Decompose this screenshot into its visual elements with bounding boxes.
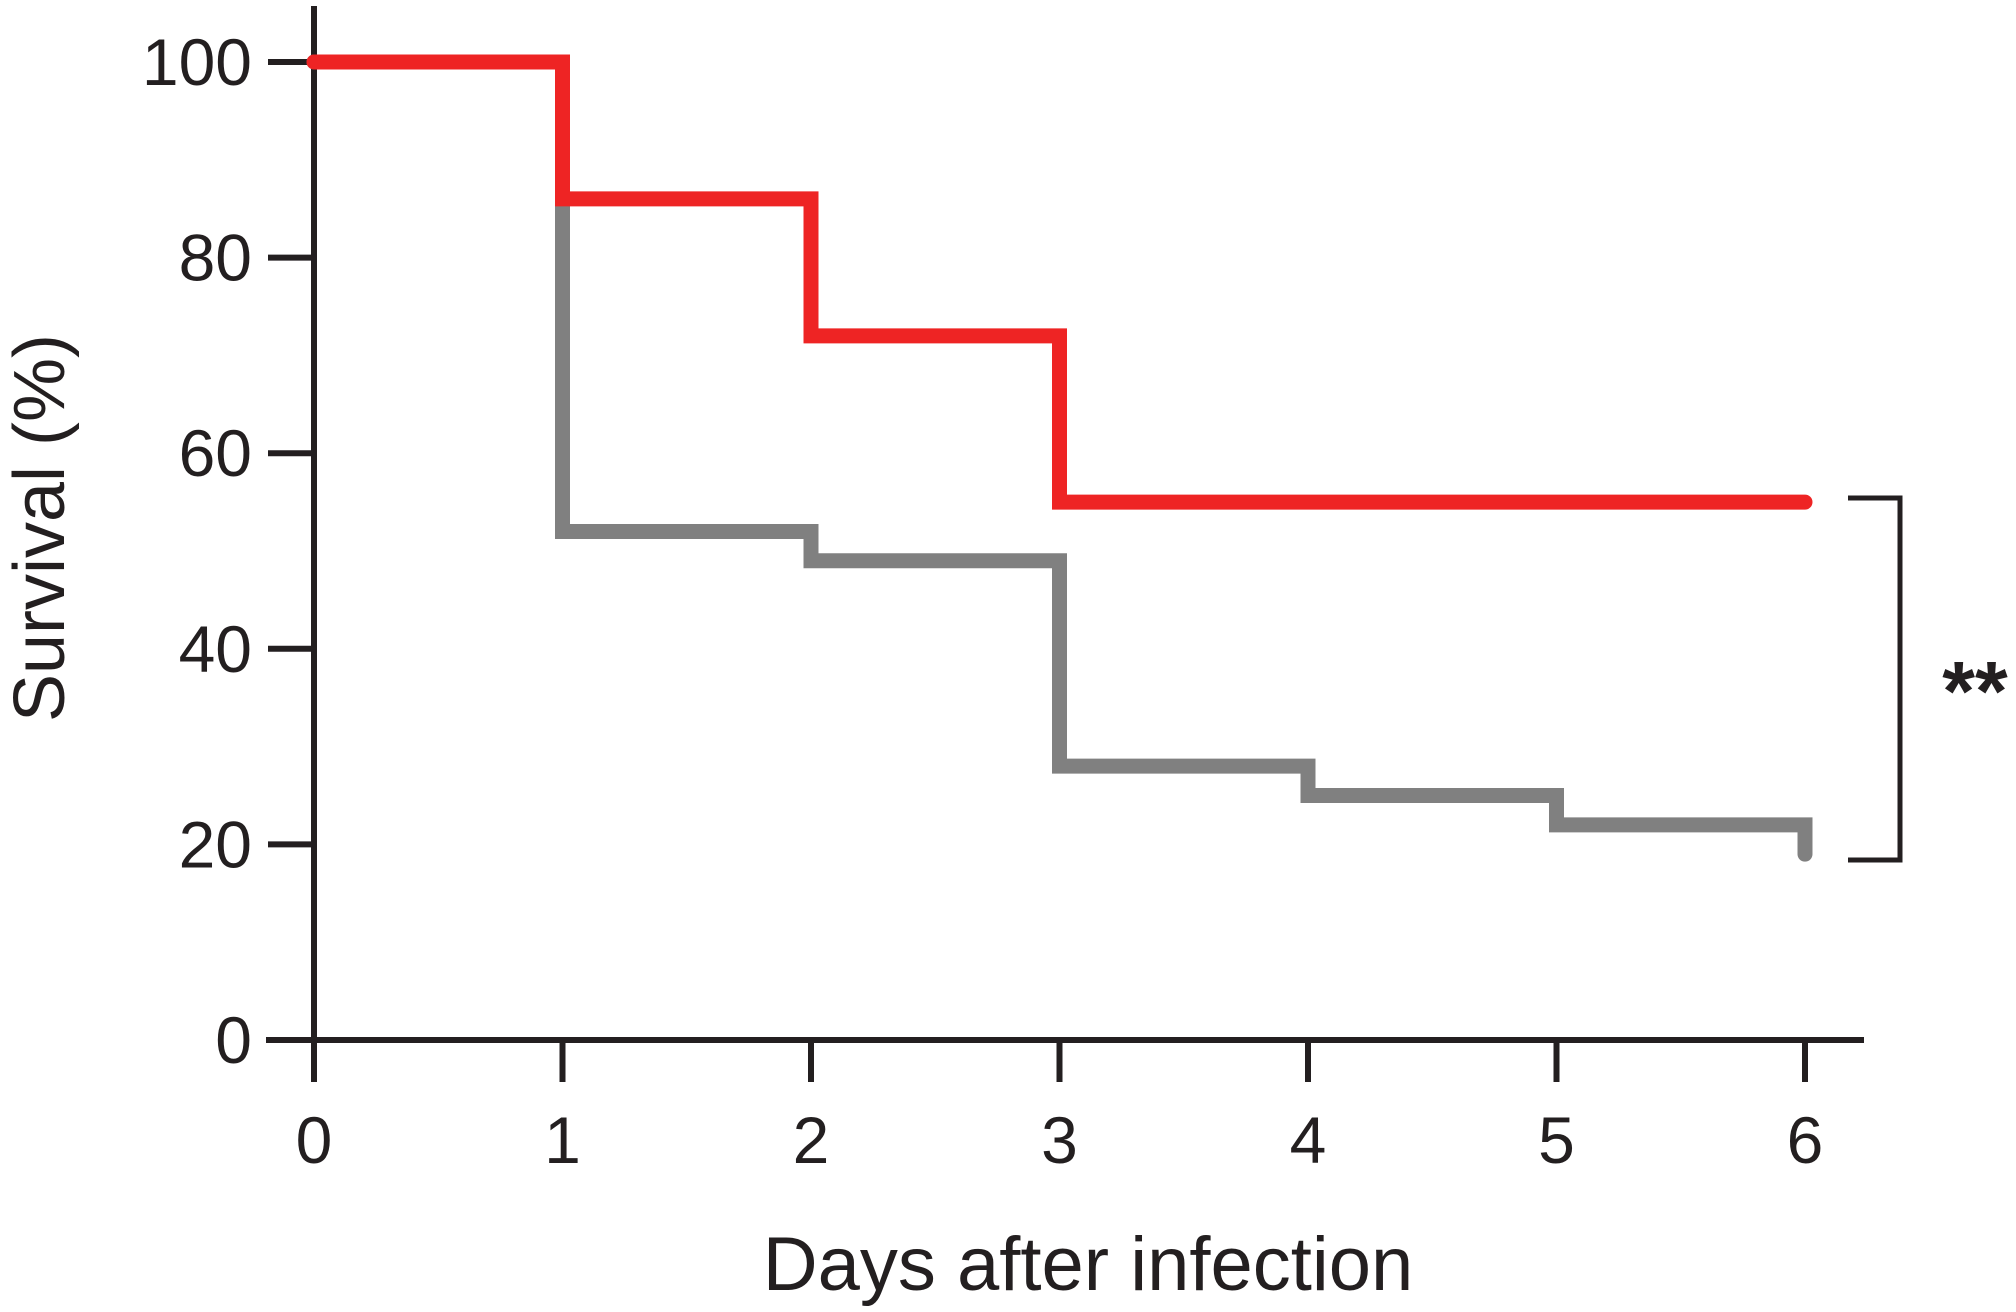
- x-tick-label: 2: [793, 1103, 830, 1177]
- x-axis: 0 1 2 3 4 5 6 Days after infection: [266, 1037, 1864, 1307]
- x-tick-label: 1: [544, 1103, 581, 1177]
- y-ticks: 0 20 40 60 80 100: [142, 25, 314, 1077]
- significance-annotation: **: [1848, 495, 2008, 863]
- y-tick-label: 80: [179, 221, 252, 295]
- significance-bracket: [1848, 495, 1903, 863]
- x-axis-label: Days after infection: [763, 1222, 1414, 1307]
- y-tick-label: 100: [142, 25, 252, 99]
- x-tick-label: 3: [1041, 1103, 1078, 1177]
- series-layer: [306, 54, 1813, 862]
- significance-stars: **: [1942, 644, 2008, 738]
- x-tick-label: 6: [1787, 1103, 1824, 1177]
- x-tick-label: 4: [1290, 1103, 1327, 1177]
- x-ticks: 0 1 2 3 4 5 6: [296, 1040, 1824, 1177]
- y-tick-label: 0: [215, 1003, 252, 1077]
- y-tick-label: 20: [179, 807, 252, 881]
- y-tick-label: 60: [179, 416, 252, 490]
- survival-curve-0: [306, 54, 1813, 510]
- survival-curve-1: [306, 54, 1813, 862]
- y-tick-label: 40: [179, 612, 252, 686]
- x-tick-label: 0: [296, 1103, 333, 1177]
- y-axis-label: Survival (%): [0, 334, 80, 722]
- x-tick-label: 5: [1538, 1103, 1575, 1177]
- y-axis: 0 20 40 60 80 100 Survival (%): [0, 6, 317, 1077]
